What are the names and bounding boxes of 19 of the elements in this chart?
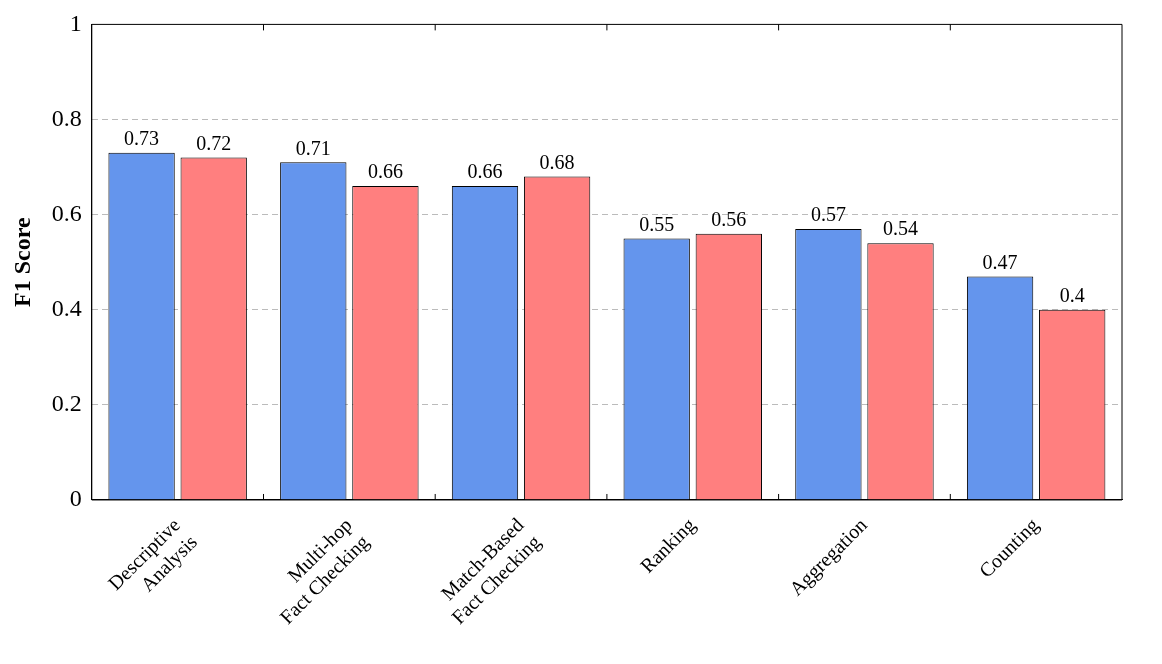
- data-label: 0.72: [196, 131, 232, 154]
- data-label: 0.55: [639, 212, 675, 235]
- y-tick-label: 1: [69, 9, 82, 36]
- data-label: 0.4: [1059, 284, 1085, 306]
- data-label: 0.57: [810, 203, 846, 226]
- data-label: 0.47: [982, 250, 1018, 273]
- data-label: 0.56: [711, 207, 747, 230]
- data-label: 0.73: [124, 127, 160, 150]
- y-tick-label: 0.2: [51, 390, 82, 417]
- y-tick-label: 0.6: [51, 199, 82, 226]
- data-label: 0.54: [883, 217, 919, 240]
- data-label: 0.66: [467, 160, 503, 183]
- y-tick-label: 0: [69, 485, 82, 512]
- y-tick-label: 0.4: [51, 295, 82, 322]
- y-axis-title: F1 Score: [8, 217, 35, 307]
- y-tick-label: 0.8: [51, 104, 82, 131]
- data-label: 0.71: [295, 136, 331, 159]
- data-label: 0.66: [367, 160, 403, 183]
- data-label: 0.68: [539, 150, 575, 173]
